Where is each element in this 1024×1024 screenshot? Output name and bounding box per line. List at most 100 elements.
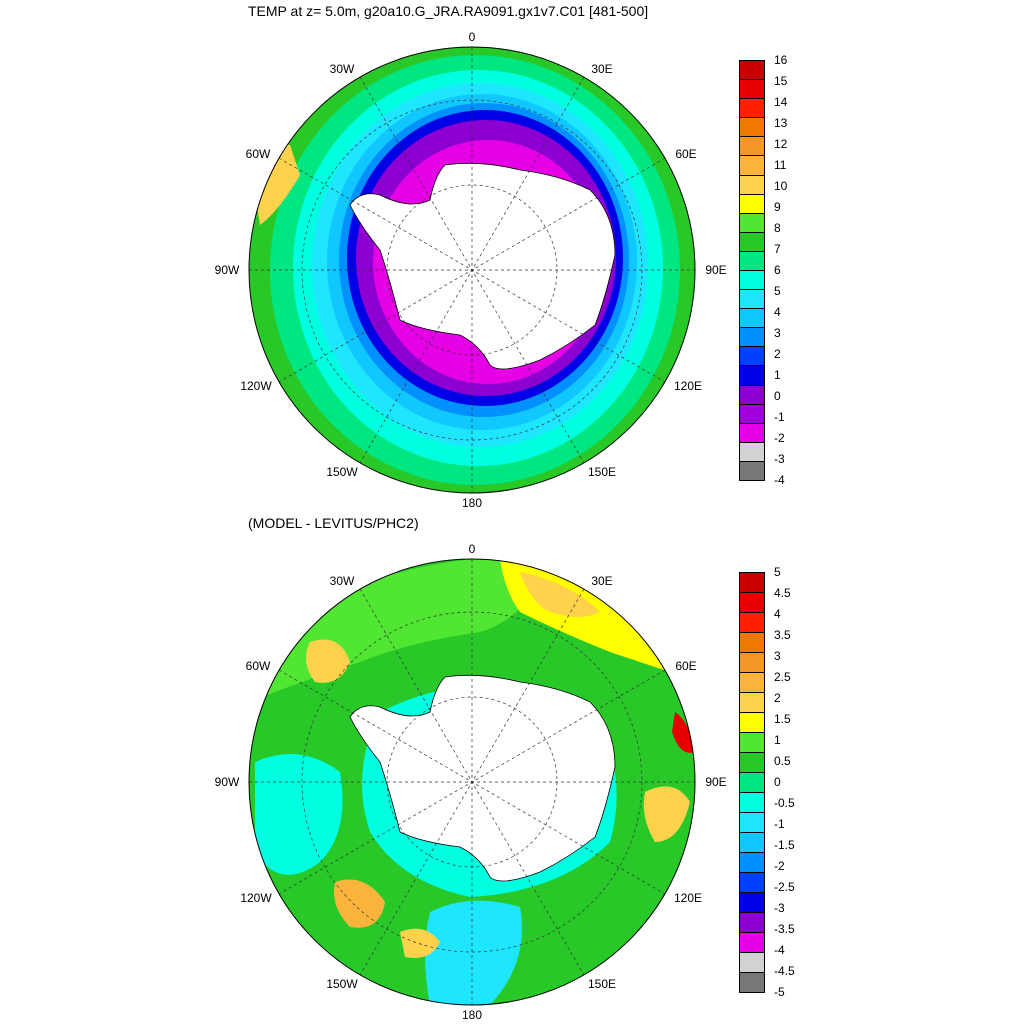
top-colorbar-label: -2 bbox=[774, 431, 785, 445]
bottom-lon-label: 120E bbox=[673, 891, 703, 905]
top-colorbar-label: 13 bbox=[774, 116, 788, 130]
top-colorbar-label: 11 bbox=[774, 158, 787, 172]
bottom-colorbar-swatch bbox=[739, 692, 765, 713]
bottom-polar-map: 0 30E 60E 90E 120E 150E 180 150W 120W 90… bbox=[0, 512, 1024, 1024]
top-colorbar-swatch bbox=[739, 155, 765, 176]
top-lon-label: 0 bbox=[468, 30, 476, 44]
bottom-warm-s bbox=[400, 928, 440, 958]
bottom-lon-label: 150W bbox=[326, 977, 358, 991]
bottom-colorbar-swatch bbox=[739, 592, 765, 613]
bottom-colorbar-label: 3 bbox=[774, 649, 781, 663]
top-colorbar-swatch bbox=[739, 327, 765, 348]
top-colorbar-label: 5 bbox=[774, 284, 781, 298]
bottom-map-title: (MODEL - LEVITUS/PHC2) bbox=[248, 515, 419, 531]
top-colorbar-label: 2 bbox=[774, 347, 781, 361]
top-colorbar-swatch bbox=[739, 60, 765, 81]
top-colorbar-swatch bbox=[739, 422, 765, 443]
bottom-colorbar-swatch bbox=[739, 772, 765, 793]
top-colorbar-label: 6 bbox=[774, 263, 781, 277]
bottom-colorbar-swatch bbox=[739, 932, 765, 953]
bottom-lon-label: 60E bbox=[675, 659, 697, 673]
bottom-map-border bbox=[248, 558, 696, 1006]
top-colorbar-swatch bbox=[739, 231, 765, 252]
bottom-colorbar-swatch bbox=[739, 892, 765, 913]
bottom-colorbar-swatch bbox=[739, 732, 765, 753]
top-lon-label: 150W bbox=[326, 465, 358, 479]
top-colorbar-label: 3 bbox=[774, 326, 781, 340]
top-lon-label: 90W bbox=[214, 263, 240, 277]
top-colorbar-label: 15 bbox=[774, 74, 788, 88]
bottom-lon-label: 180 bbox=[461, 1008, 483, 1022]
top-lon-label: 30E bbox=[591, 62, 613, 76]
top-colorbar-label: -1 bbox=[774, 410, 785, 424]
bottom-map-canvas bbox=[248, 558, 696, 1006]
top-colorbar-swatch bbox=[739, 308, 765, 329]
bottom-colorbar-label: 0.5 bbox=[774, 754, 791, 768]
bottom-colorbar-label: -1.5 bbox=[774, 838, 795, 852]
bottom-cool-south bbox=[425, 900, 522, 1005]
top-colorbar-swatch bbox=[739, 250, 765, 271]
bottom-colorbar-label: 5 bbox=[774, 565, 781, 579]
top-antarctica-land bbox=[349, 162, 616, 370]
top-colorbar-swatch bbox=[739, 98, 765, 119]
bottom-colorbar-label: -1 bbox=[774, 817, 785, 831]
top-colorbar-swatch bbox=[739, 441, 765, 462]
bottom-colorbar-swatch bbox=[739, 852, 765, 873]
top-colorbar-swatch bbox=[739, 289, 765, 310]
bottom-colorbar-label: -0.5 bbox=[774, 796, 795, 810]
top-colorbar-label: 14 bbox=[774, 95, 788, 109]
top-polar-map: 0 30E 60E 90E 120E 150E 180 150W 120W 90… bbox=[214, 30, 788, 510]
bottom-hot-east bbox=[672, 712, 695, 753]
bottom-lon-label: 120W bbox=[240, 891, 272, 905]
bottom-cool-west bbox=[255, 754, 343, 875]
bottom-lon-label: 30W bbox=[329, 574, 355, 588]
top-graticule bbox=[249, 47, 695, 493]
bottom-colorbar-swatch bbox=[739, 672, 765, 693]
bottom-colorbar-swatch bbox=[739, 652, 765, 673]
bottom-colorbar-label: -5 bbox=[774, 985, 785, 999]
top-colorbar-label: 7 bbox=[774, 242, 781, 256]
top-colorbar-swatch bbox=[739, 384, 765, 405]
top-colorbar-swatch bbox=[739, 174, 765, 195]
top-lon-label: 60E bbox=[675, 147, 697, 161]
bottom-colorbar-swatch bbox=[739, 612, 765, 633]
top-colorbar-label: 0 bbox=[774, 389, 781, 403]
bottom-colorbar-label: 1 bbox=[774, 733, 781, 747]
top-colorbar-label: 10 bbox=[774, 179, 788, 193]
top-colorbar-label: 12 bbox=[774, 137, 788, 151]
bottom-colorbar-label: 2.5 bbox=[774, 670, 791, 684]
bottom-colorbar-label: 4.5 bbox=[774, 586, 791, 600]
top-lon-label: 120E bbox=[673, 379, 703, 393]
bottom-colorbar-label: 2 bbox=[774, 691, 781, 705]
bottom-antarctica-land bbox=[349, 674, 616, 882]
top-lon-label: 90E bbox=[705, 263, 727, 277]
top-lon-label: 30W bbox=[329, 62, 355, 76]
top-colorbar-swatch bbox=[739, 117, 765, 138]
top-colorbar-label: -4 bbox=[774, 473, 785, 487]
bottom-lon-label: 30E bbox=[591, 574, 613, 588]
bottom-colorbar-swatch bbox=[739, 792, 765, 813]
bottom-colorbar-label: -3.5 bbox=[774, 922, 795, 936]
bottom-warm-ne bbox=[520, 572, 600, 617]
bottom-colorbar-swatch bbox=[739, 572, 765, 593]
top-colorbar-label: 1 bbox=[774, 368, 781, 382]
top-colorbar-label: 9 bbox=[774, 200, 781, 214]
top-colorbar-swatch bbox=[739, 460, 765, 481]
top-map-title: TEMP at z= 5.0m, g20a10.G_JRA.RA9091.gx1… bbox=[248, 3, 649, 19]
bottom-colorbar-label: -3 bbox=[774, 901, 785, 915]
top-colorbar-swatch bbox=[739, 136, 765, 157]
top-colorbar-swatch bbox=[739, 79, 765, 100]
top-colorbar-label: -3 bbox=[774, 452, 785, 466]
bottom-colorbar-swatch bbox=[739, 832, 765, 853]
top-lon-label: 150E bbox=[587, 465, 617, 479]
bottom-colorbar-label: -4.5 bbox=[774, 964, 795, 978]
bottom-colorbar-swatch bbox=[739, 872, 765, 893]
bottom-colorbar-label: 1.5 bbox=[774, 712, 791, 726]
top-colorbar-swatch bbox=[739, 346, 765, 367]
bottom-colorbar-label: 0 bbox=[774, 775, 781, 789]
bottom-warm-east bbox=[643, 786, 690, 842]
bottom-colorbar-label: -2 bbox=[774, 859, 785, 873]
bottom-lon-label: 90E bbox=[705, 775, 727, 789]
top-colorbar-swatch bbox=[739, 270, 765, 291]
bottom-warm-west bbox=[306, 639, 350, 683]
